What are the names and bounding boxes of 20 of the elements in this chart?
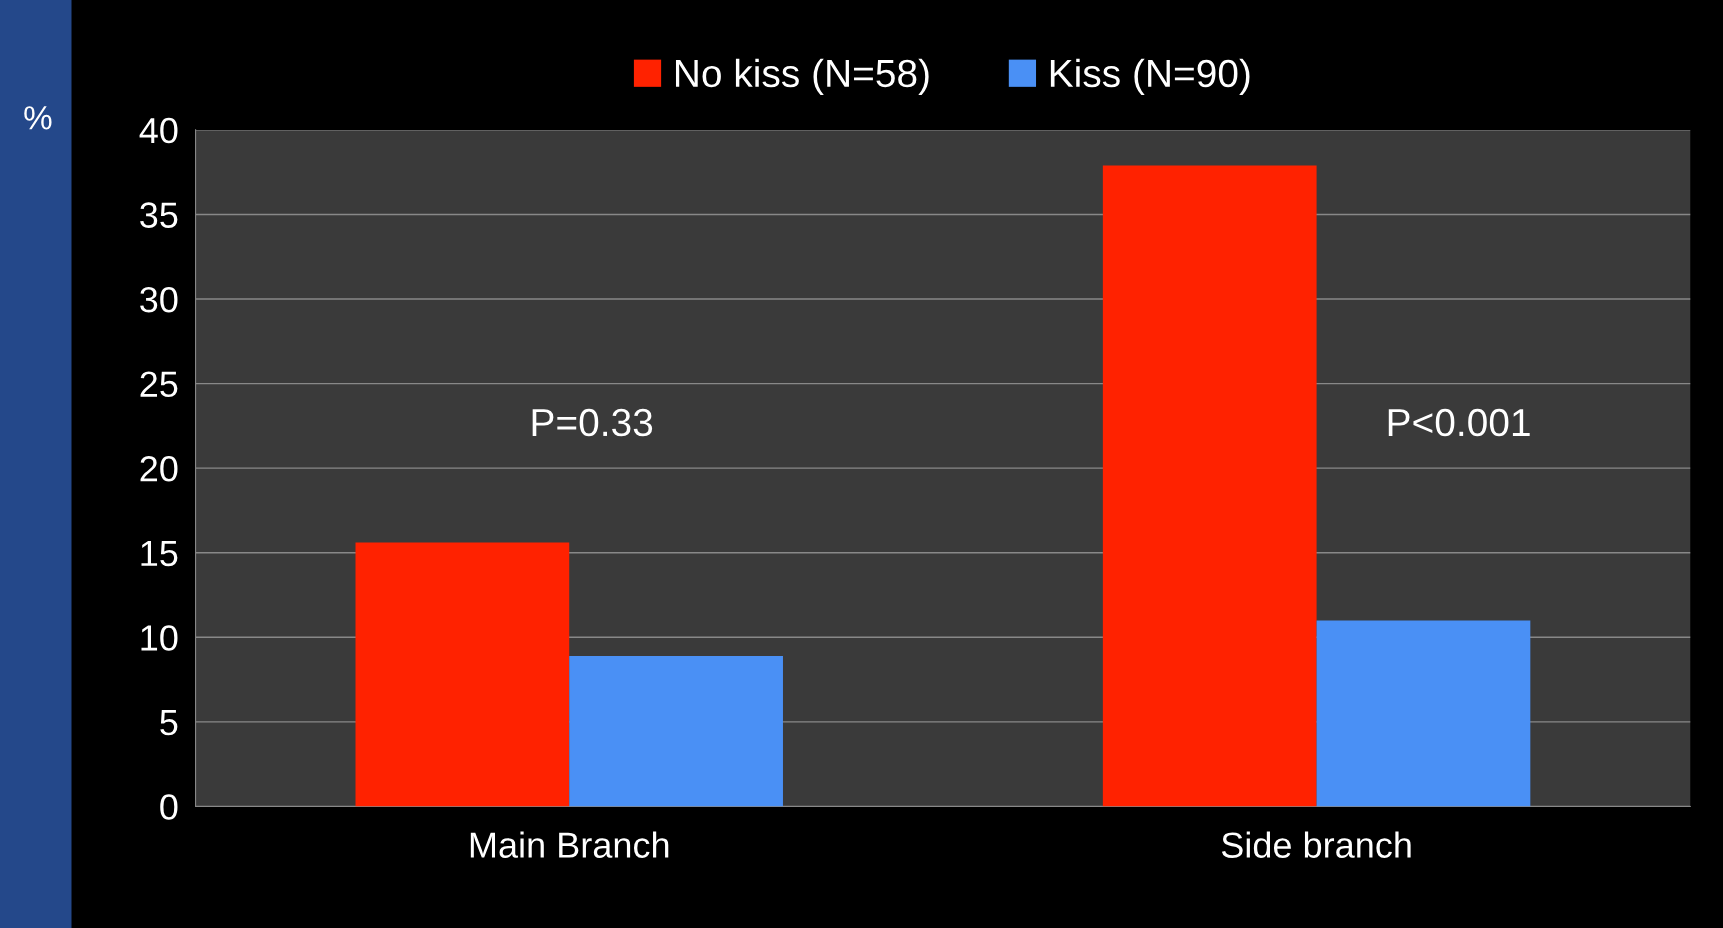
bar <box>1316 620 1531 807</box>
y-tick-label: 5 <box>160 710 178 736</box>
bar <box>355 542 570 807</box>
annotation: P<0.001 <box>1388 408 1530 437</box>
y-tick-label: 15 <box>141 540 178 567</box>
x-tick-label: Main Branch <box>470 831 669 858</box>
bar <box>569 655 783 807</box>
y-tick-label: 30 <box>140 286 178 313</box>
y-tick-label: 10 <box>141 625 178 651</box>
y-tick-label: 20 <box>140 456 178 482</box>
y-tick-label: 0 <box>160 794 178 820</box>
y-tick-label: 25 <box>140 371 178 398</box>
y-tick-label: 35 <box>140 202 178 228</box>
legend-label: No kiss (N=58) <box>675 58 929 95</box>
legend-label: Kiss (N=90) <box>1050 58 1250 95</box>
annotation: P=0.33 <box>532 408 653 437</box>
y-axis-title: % <box>24 106 52 130</box>
y-tick-label: 40 <box>139 117 178 144</box>
bar <box>1102 165 1317 807</box>
x-tick-label: Side branch <box>1221 831 1411 858</box>
